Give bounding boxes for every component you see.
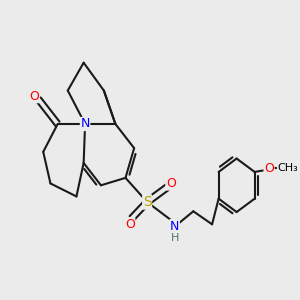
Text: CH₃: CH₃ [278,163,298,173]
Text: H: H [170,233,179,243]
Text: O: O [125,218,135,231]
Text: S: S [143,195,152,209]
Text: O: O [166,177,176,190]
Text: N: N [80,118,90,130]
Text: N: N [170,220,179,233]
Text: O: O [29,90,39,103]
Text: O: O [264,162,274,175]
